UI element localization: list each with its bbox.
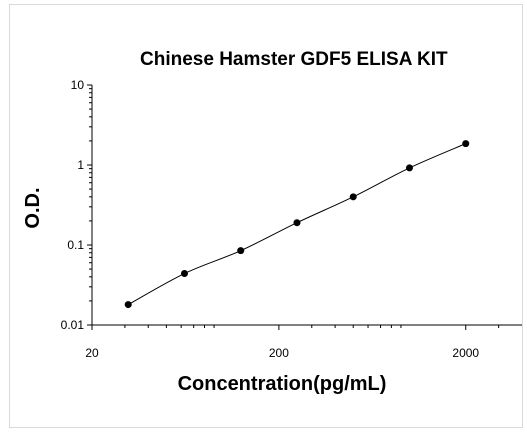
data-point <box>462 140 470 148</box>
x-tick-label: 200 <box>269 346 289 360</box>
data-points-layer <box>124 140 470 309</box>
x-tick-label: 20 <box>85 346 99 360</box>
axes: 0.01 0.1 1 10 20 200 2000 <box>61 78 522 360</box>
data-point <box>124 301 132 309</box>
chart-svg: Chinese Hamster GDF5 ELISA KIT O.D. Conc… <box>22 49 522 395</box>
y-axis-label: O.D. <box>22 187 44 228</box>
y-tick-label: 0.1 <box>67 238 84 252</box>
y-tick-label: 10 <box>71 78 85 92</box>
x-axis-label: Concentration(pg/mL) <box>178 373 387 395</box>
y-tick-label: 1 <box>77 158 84 172</box>
data-point <box>293 219 301 227</box>
data-point <box>180 270 188 278</box>
data-point <box>349 193 357 201</box>
chart-title: Chinese Hamster GDF5 ELISA KIT <box>140 49 448 70</box>
x-tick-label: 2000 <box>452 346 479 360</box>
chart-frame: Chinese Hamster GDF5 ELISA KIT O.D. Conc… <box>9 4 523 428</box>
data-point <box>237 247 245 255</box>
y-tick-label: 0.01 <box>61 318 85 332</box>
data-point <box>405 164 413 172</box>
